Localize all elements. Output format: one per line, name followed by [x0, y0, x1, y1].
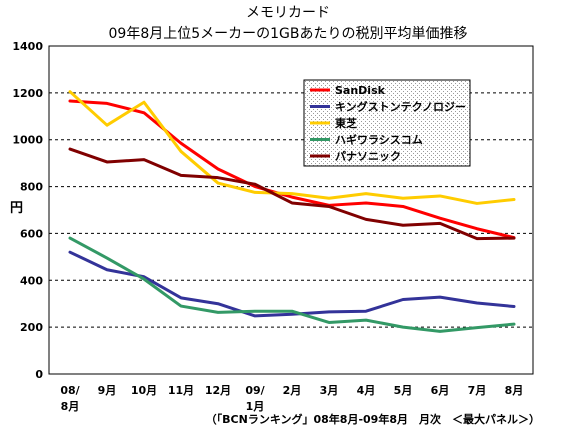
legend-label-0: SanDisk [335, 84, 386, 97]
legend-label-4: パナソニック [335, 150, 401, 163]
legend-label-2: 東芝 [335, 116, 357, 130]
series-line-4 [68, 147, 516, 241]
series-line-2 [68, 90, 516, 205]
y-tick-label: 600 [20, 227, 43, 240]
y-tick-label: 800 [20, 181, 43, 194]
x-tick-label: 10月 [131, 384, 157, 397]
y-tick-label: 1200 [12, 87, 43, 100]
legend-label-1: キングストンテクノロジー [335, 100, 466, 114]
y-tick-label: 400 [20, 274, 43, 287]
x-tick-label-line2: 1月 [246, 400, 265, 413]
x-tick-label: 12月 [205, 384, 231, 397]
legend-box [303, 79, 471, 167]
x-tick-label: 8月 [505, 384, 524, 397]
y-tick-label: 1000 [12, 134, 43, 147]
x-tick-label: 11月 [168, 384, 194, 397]
x-tick-label: 9月 [98, 384, 117, 397]
x-tick-label: 4月 [357, 384, 376, 397]
x-tick-label: 2月 [283, 384, 302, 397]
x-tick-label: 7月 [468, 384, 487, 397]
y-axis-ticks: 0 200 400 600 800 1000 1200 1400 [12, 40, 43, 381]
x-tick-label: 08/ [60, 384, 80, 397]
series-line-3 [68, 236, 516, 333]
chart-subtitle: 09年8月上位5メーカーの1GBあたりの税別平均単価推移 [109, 26, 468, 42]
legend-label-3: ハギワラシスコム [335, 133, 423, 147]
y-axis-label: 円 [10, 201, 23, 216]
x-tick-label: 3月 [320, 384, 339, 397]
y-tick-label: 200 [20, 321, 43, 334]
chart-title: メモリカード [246, 5, 330, 21]
series-line-1 [68, 250, 516, 318]
x-tick-label-line2: 8月 [61, 400, 80, 413]
series-line-0 [68, 99, 516, 240]
x-tick-label: 5月 [394, 384, 413, 397]
x-tick-label: 6月 [431, 384, 450, 397]
y-tick-label: 1400 [12, 40, 43, 53]
x-tick-label: 09/ [245, 384, 265, 397]
series-lines [68, 90, 516, 333]
source-note: （「BCNランキング」08年8月-09年8月 月次 ＜最大パネル＞） [206, 412, 540, 426]
y-tick-label: 0 [35, 368, 43, 381]
x-axis-ticks: 08/8月 9月 10月 11月 12月 09/1月 2月 3月 4月 5月 6月 7月 8月 [60, 384, 523, 413]
